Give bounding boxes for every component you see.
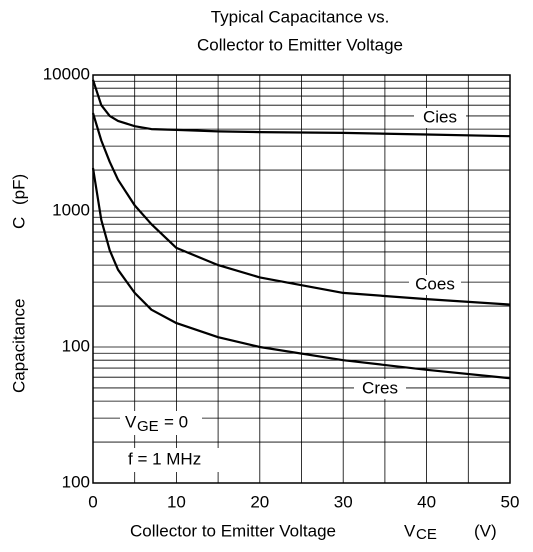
series-label-bg xyxy=(409,275,461,295)
annotation-bg xyxy=(120,411,202,435)
curve xyxy=(91,167,511,380)
chart-title: Collector to Emitter Voltage xyxy=(197,35,403,54)
curve xyxy=(91,79,511,138)
series-label: Cres xyxy=(362,378,398,397)
x-tick-label: 40 xyxy=(417,492,436,511)
y-tick-label: 10000 xyxy=(43,64,90,83)
x-axis-unit: (V) xyxy=(474,521,497,540)
x-tick-label: 0 xyxy=(88,492,97,511)
series-label-bg xyxy=(354,379,406,399)
y-axis-symbol: C xyxy=(9,217,28,229)
annotation-bg xyxy=(122,448,234,472)
series-label: Coes xyxy=(415,274,455,293)
x-axis-label: Collector to Emitter Voltage xyxy=(130,521,336,540)
x-tick-label: 10 xyxy=(167,492,186,511)
annotation-subscript: GE xyxy=(137,418,159,435)
y-tick-label: 100 xyxy=(62,472,90,491)
curve xyxy=(91,112,511,306)
chart-title: Typical Capacitance vs. xyxy=(211,7,390,26)
x-axis-symbol: V xyxy=(404,521,416,540)
x-tick-label: 20 xyxy=(250,492,269,511)
plot-frame xyxy=(92,74,511,484)
annotation-text: f = 1 MHz xyxy=(128,449,201,468)
annotation-text: = 0 xyxy=(164,412,188,431)
x-axis-subscript: CE xyxy=(416,526,437,543)
y-tick-label: 1000 xyxy=(52,200,90,219)
x-tick-label: 50 xyxy=(501,492,520,511)
y-axis-unit: (pF) xyxy=(9,174,28,205)
y-axis-label-group: Capacitance C (pF) xyxy=(9,174,28,393)
y-axis-label: Capacitance xyxy=(9,298,28,393)
annotation-symbol: V xyxy=(125,412,137,431)
x-tick-label: 30 xyxy=(334,492,353,511)
y-tick-label: 100 xyxy=(62,336,90,355)
series-label-bg xyxy=(414,108,466,128)
series-label: Cies xyxy=(423,107,457,126)
